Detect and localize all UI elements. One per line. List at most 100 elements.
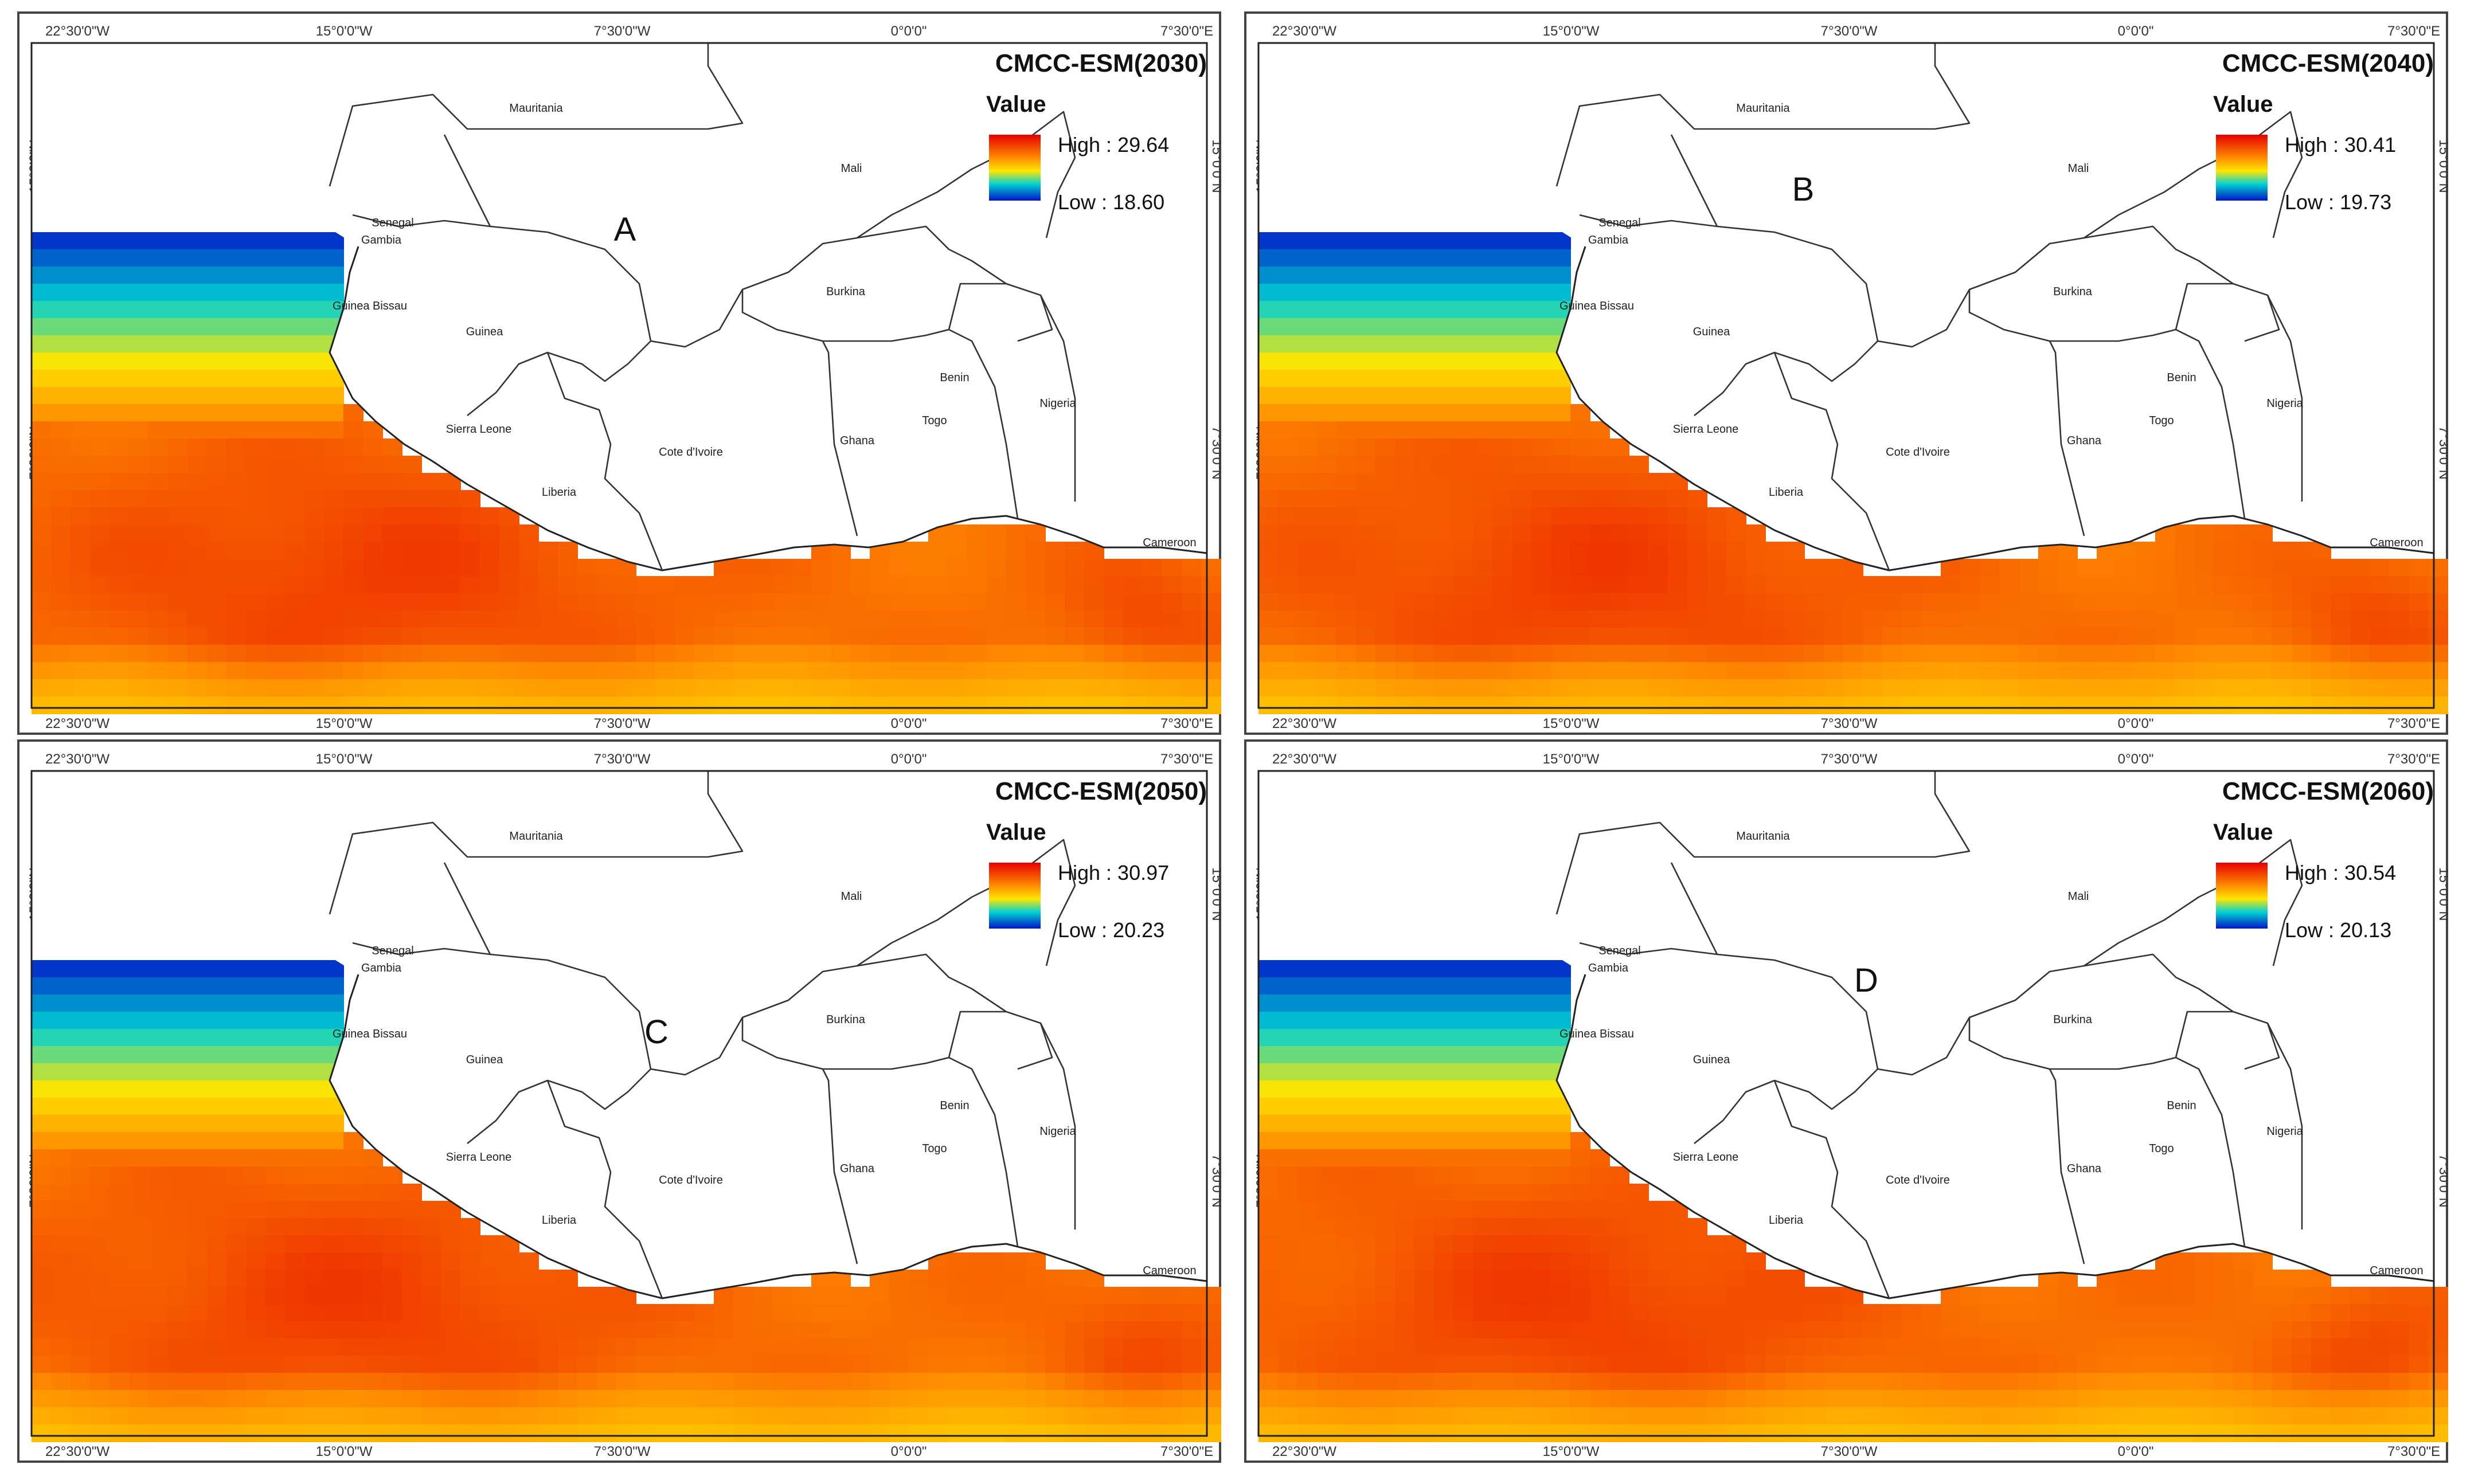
sst-cell <box>1278 1201 1298 1219</box>
sst-cell <box>2428 576 2448 594</box>
sst-cell <box>1473 524 1493 542</box>
sst-cell <box>1668 1235 1688 1253</box>
sst-cell <box>1258 353 1279 370</box>
sst-cell <box>772 610 792 628</box>
sst-cell <box>1512 284 1532 302</box>
sst-cell <box>1278 628 1298 645</box>
sst-cell <box>831 645 851 663</box>
sst-cell <box>207 559 227 577</box>
sst-cell <box>1143 576 1163 594</box>
sst-cell <box>1824 662 1844 680</box>
sst-cell <box>2097 1424 2117 1442</box>
sst-cell <box>168 438 188 456</box>
sst-cell <box>772 628 792 645</box>
sst-cell <box>187 490 208 508</box>
country-label: Burkina <box>2053 285 2093 298</box>
sst-cell <box>226 1046 247 1064</box>
sst-cell <box>772 1390 792 1408</box>
sst-cell <box>441 1356 461 1373</box>
sst-cell <box>207 679 227 697</box>
sst-cell <box>1123 662 1143 680</box>
sst-cell <box>402 1304 422 1322</box>
sst-cell <box>71 1287 91 1305</box>
sst-cell <box>207 232 227 250</box>
sst-cell <box>792 628 812 645</box>
sst-cell <box>1278 370 1298 387</box>
sst-cell <box>1687 490 1707 508</box>
sst-cell <box>1336 1046 1357 1064</box>
sst-cell <box>246 421 266 439</box>
sst-cell <box>2409 610 2429 628</box>
country-border <box>1694 1068 1878 1145</box>
sst-cell <box>168 507 188 525</box>
panel-title: CMCC-ESM(2060) <box>2222 777 2434 805</box>
sst-cell <box>2214 696 2234 714</box>
sst-cell <box>168 1080 188 1098</box>
lon-tick-top: 7°30'0"E <box>2387 24 2440 39</box>
sst-cell <box>90 438 110 456</box>
sst-cell <box>285 1149 305 1167</box>
sst-cell <box>909 696 929 714</box>
sst-cell <box>1278 421 1298 439</box>
sst-cell <box>129 542 149 559</box>
sst-cell <box>71 1252 91 1270</box>
sst-cell <box>499 1270 519 1287</box>
sst-cell <box>928 559 948 577</box>
sst-cell <box>90 542 110 559</box>
sst-cell <box>1960 1407 1980 1425</box>
sst-cell <box>1492 404 1512 422</box>
sst-cell <box>636 1356 656 1373</box>
sst-cell <box>226 1287 247 1305</box>
sst-cell <box>714 628 734 645</box>
sst-cell <box>1453 284 1473 302</box>
sst-cell <box>129 1080 149 1098</box>
sst-cell <box>1453 1287 1473 1305</box>
sst-cell <box>304 1115 325 1133</box>
sst-cell <box>577 679 597 697</box>
sst-cell <box>1804 696 1824 714</box>
sst-cell <box>2311 645 2331 663</box>
sst-cell <box>343 507 363 525</box>
sst-cell <box>1512 1218 1532 1236</box>
sst-cell <box>148 1287 169 1305</box>
sst-cell <box>909 1287 929 1305</box>
lat-tick-right: 7°30'0"N <box>2436 426 2448 479</box>
sst-cell <box>1434 1321 1454 1339</box>
sst-cell <box>1414 524 1434 542</box>
sst-cell <box>1356 610 1376 628</box>
sst-cell <box>1551 1356 1571 1373</box>
sst-cell <box>2214 1424 2234 1442</box>
sst-cell <box>168 977 188 995</box>
sst-cell <box>1045 576 1065 594</box>
sst-cell <box>675 662 695 680</box>
sst-cell <box>1473 1252 1493 1270</box>
sst-cell <box>519 1390 539 1408</box>
sst-cell <box>538 559 558 577</box>
sst-cell <box>1297 1407 1318 1425</box>
sst-cell <box>1882 1338 1902 1356</box>
sst-cell <box>2194 524 2214 542</box>
sst-cell <box>1512 1098 1532 1115</box>
sst-cell <box>148 645 169 663</box>
sst-cell <box>1473 1356 1493 1373</box>
sst-cell <box>226 1098 247 1115</box>
sst-cell <box>714 576 734 594</box>
sst-cell <box>597 628 617 645</box>
sst-cell <box>1999 610 2019 628</box>
sst-cell <box>480 679 500 697</box>
sst-cell <box>71 977 91 995</box>
sst-cell <box>870 610 890 628</box>
sst-cell <box>90 628 110 645</box>
sst-cell <box>1162 1304 1182 1322</box>
land-mask <box>1258 771 2434 1298</box>
sst-cell <box>1453 1184 1473 1201</box>
sst-cell <box>1258 318 1279 336</box>
sst-cell <box>1297 576 1318 594</box>
sst-cell <box>1531 1270 1551 1287</box>
sst-cell <box>110 301 130 319</box>
sst-cell <box>1297 490 1318 508</box>
sst-cell <box>168 1098 188 1115</box>
sst-cell <box>402 1407 422 1425</box>
country-border <box>822 340 858 537</box>
sst-cell <box>792 559 812 577</box>
